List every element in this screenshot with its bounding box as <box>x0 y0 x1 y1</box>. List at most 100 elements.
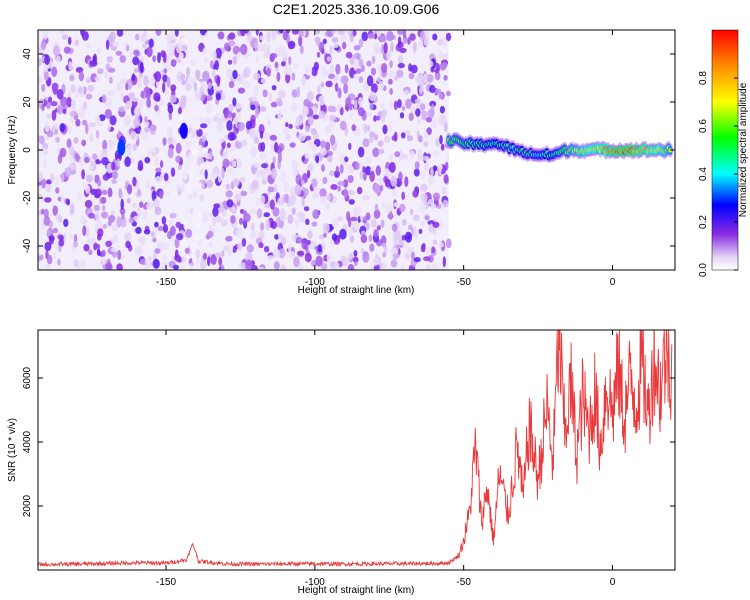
noise-blob <box>324 125 332 134</box>
noise-blob <box>399 47 407 54</box>
noise-blob <box>209 60 214 69</box>
noise-blob <box>56 89 64 100</box>
noise-blob <box>345 97 352 108</box>
noise-blob <box>228 244 234 252</box>
noise-blob <box>279 197 283 206</box>
noise-blob <box>116 81 123 92</box>
noise-blob <box>258 124 265 135</box>
noise-blob <box>407 37 411 45</box>
noise-blob <box>209 151 213 161</box>
noise-blob <box>152 55 157 63</box>
noise-blob <box>326 194 331 201</box>
noise-blob <box>189 262 193 270</box>
colorbar-tick-label: 0.2 <box>698 215 709 229</box>
noise-blob <box>307 115 314 126</box>
noise-blob <box>131 97 139 102</box>
noise-blob <box>50 101 58 107</box>
noise-blob <box>357 186 363 195</box>
noise-blob <box>432 239 438 245</box>
noise-blob <box>301 105 309 117</box>
noise-blob <box>303 206 310 212</box>
noise-blob <box>268 92 273 102</box>
noise-blob <box>230 206 236 213</box>
noise-blob <box>101 211 109 219</box>
noise-blob <box>120 217 127 228</box>
noise-blob <box>118 106 125 112</box>
noise-blob <box>201 211 209 223</box>
noise-blob <box>396 30 405 35</box>
noise-blob <box>307 91 314 102</box>
noise-blob <box>278 115 283 121</box>
noise-blob <box>42 158 48 169</box>
noise-blob <box>116 158 120 168</box>
noise-blob <box>105 262 113 270</box>
noise-blob <box>119 207 126 215</box>
noise-blob <box>439 135 443 145</box>
noise-blob <box>434 71 441 81</box>
noise-blob <box>306 169 311 179</box>
noise-blob <box>352 256 359 263</box>
colorbar: 0.0 0.2 0.4 0.6 0.8 Normalized spectral ampl… <box>698 29 749 277</box>
noise-blob <box>431 262 439 270</box>
noise-blob <box>362 251 370 263</box>
noise-blob <box>174 254 181 262</box>
noise-blob <box>222 158 230 168</box>
noise-blob <box>291 168 298 177</box>
noise-blob <box>267 118 271 126</box>
noise-blob <box>42 147 49 156</box>
noise-blob <box>362 172 367 181</box>
noise-blob <box>362 138 370 148</box>
noise-blob <box>152 258 160 269</box>
noise-blob <box>232 178 240 187</box>
noise-blob <box>363 124 368 134</box>
noise-blob <box>124 232 132 242</box>
noise-blob <box>44 121 50 133</box>
noise-blob <box>43 215 51 226</box>
noise-blob <box>312 114 319 120</box>
noise-blob <box>259 131 264 139</box>
noise-blob <box>320 140 327 149</box>
noise-blob <box>265 219 271 231</box>
noise-blob <box>59 30 65 35</box>
noise-blob <box>116 30 124 37</box>
noise-blob <box>397 62 405 69</box>
noise-blob <box>221 250 225 257</box>
noise-blob <box>293 256 300 268</box>
noise-blob <box>443 53 449 58</box>
noise-blob <box>38 135 42 144</box>
noise-blob <box>69 145 75 156</box>
spectrogram-x-axis-label: Height of straight line (km) <box>298 285 415 296</box>
noise-blob <box>175 142 182 154</box>
noise-blob <box>438 242 444 248</box>
noise-blob <box>207 256 211 267</box>
noise-blob <box>381 201 386 209</box>
noise-blob <box>293 64 299 70</box>
noise-blob <box>176 233 184 241</box>
noise-blob <box>362 166 366 174</box>
noise-blob <box>336 267 341 270</box>
noise-blob <box>111 140 116 146</box>
noise-blob <box>404 252 411 260</box>
noise-blob <box>162 74 168 83</box>
noise-blob <box>327 154 333 163</box>
noise-blob <box>106 56 114 63</box>
noise-blob <box>396 69 404 78</box>
noise-blob <box>181 44 188 52</box>
spectrogram-x-tick-label: 0 <box>610 277 616 288</box>
noise-blob <box>409 33 416 41</box>
noise-blob <box>133 49 140 56</box>
noise-blob <box>143 229 151 235</box>
noise-blob <box>155 30 162 36</box>
noise-blob <box>255 55 260 64</box>
snr-y-tick-label: 4000 <box>22 430 33 453</box>
noise-blob <box>278 90 286 99</box>
noise-blob <box>446 238 452 249</box>
noise-blob <box>144 266 148 270</box>
noise-blob <box>260 222 265 231</box>
noise-blob <box>203 57 209 64</box>
noise-blob <box>144 156 151 164</box>
noise-blob <box>413 225 417 237</box>
noise-blob <box>55 136 61 143</box>
noise-blob <box>77 192 82 199</box>
noise-blob <box>388 70 395 78</box>
